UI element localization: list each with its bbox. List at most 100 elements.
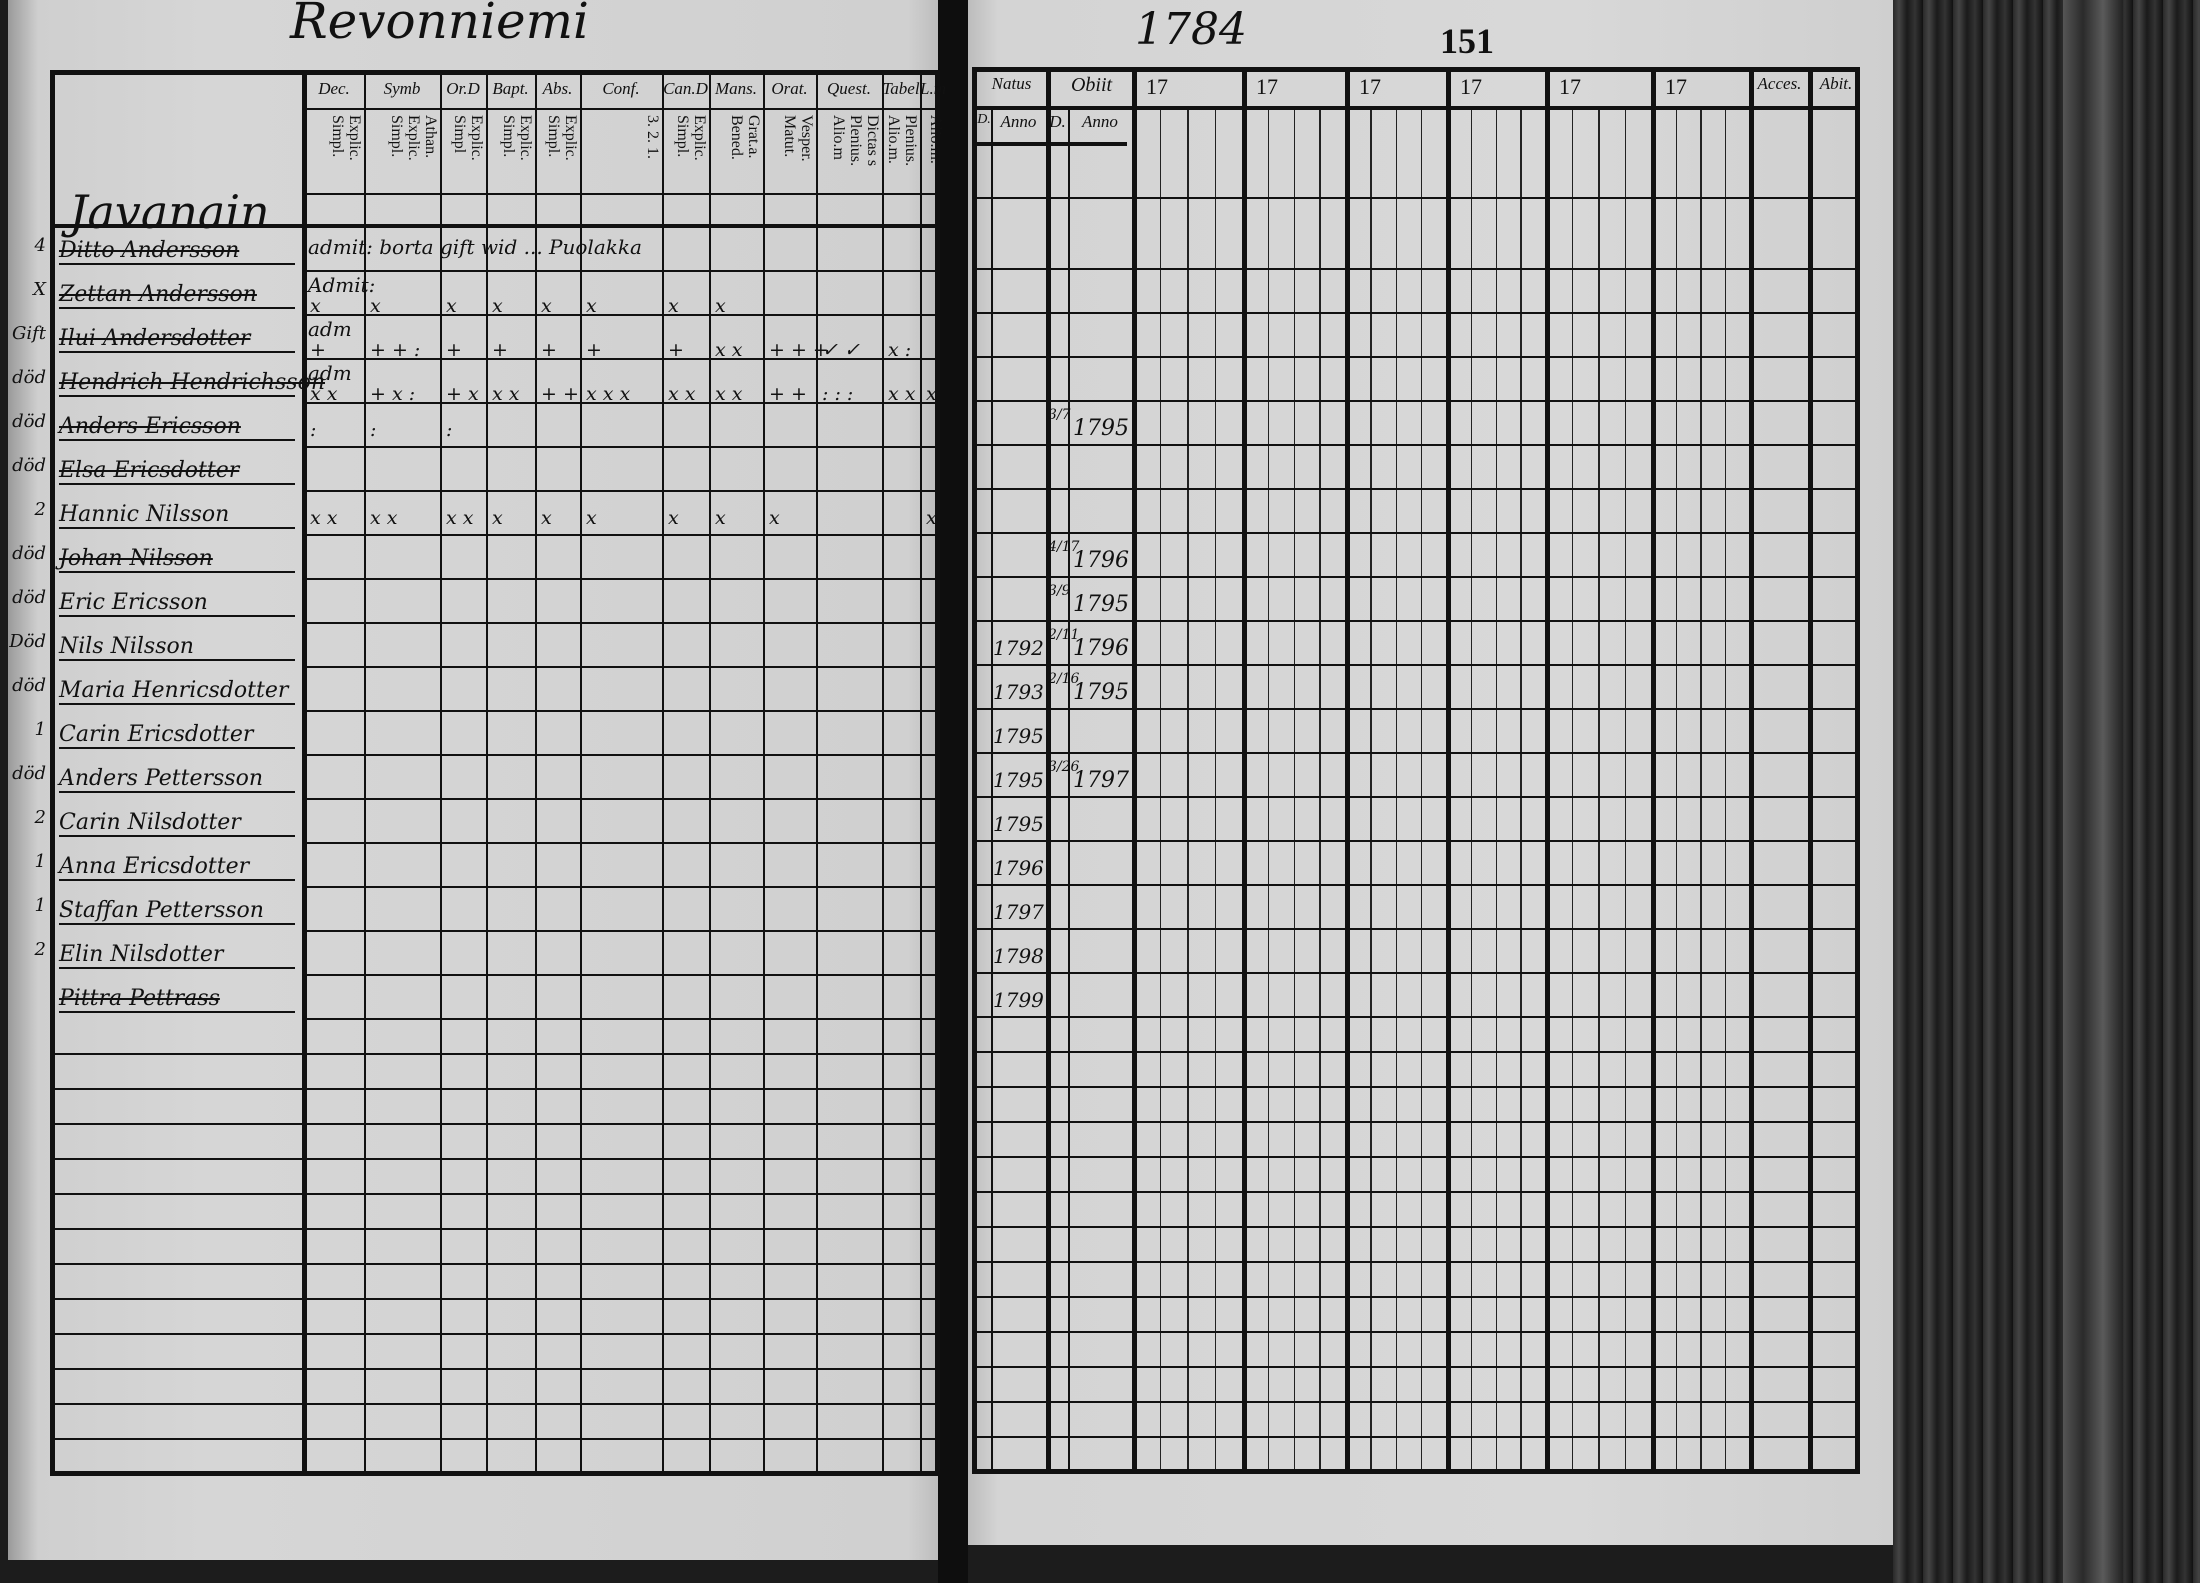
row-rule — [977, 840, 1855, 842]
resident-name: Elin Nilsdotter — [59, 942, 295, 969]
catechism-mark: : — [446, 419, 453, 441]
catechism-mark: x — [926, 507, 937, 529]
resident-name: Elsa Ericsdotter — [59, 458, 295, 485]
header-divider — [304, 108, 935, 110]
catechism-mark: x x — [715, 383, 743, 405]
catechism-mark: x x — [888, 383, 916, 405]
row-rule — [977, 444, 1855, 446]
column-header-natus: Natus — [991, 74, 1032, 93]
column-header-abs: Abs. — [542, 79, 573, 98]
catechism-mark: x — [541, 295, 552, 317]
birth-year: 1793 — [993, 680, 1044, 704]
month-divider — [1293, 110, 1295, 1469]
margin-note: död — [12, 543, 46, 564]
resident-name: Hannic Nilsson — [59, 502, 295, 529]
row-rule — [977, 1366, 1855, 1368]
resident-name: Staffan Pettersson — [59, 898, 295, 925]
catechism-mark: x — [715, 507, 726, 529]
month-divider — [1420, 110, 1423, 1469]
death-day: 2/11 — [1048, 627, 1080, 643]
column-subheader: Plenius. Alio.m. — [885, 115, 919, 167]
admission-note: Admit: — [308, 273, 376, 297]
column-header-year: 17 — [1460, 74, 1482, 99]
row-rule — [304, 666, 935, 668]
row-rule — [977, 1226, 1855, 1228]
margin-note: 4 — [34, 235, 46, 256]
row-rule — [977, 1191, 1855, 1193]
row-rule — [304, 754, 935, 756]
column-header-quest: Quest. — [827, 79, 871, 98]
row-rule — [55, 1193, 935, 1195]
month-divider — [1700, 110, 1702, 1469]
month-divider — [1267, 110, 1270, 1469]
column-subheader: Vesper. Matut. — [781, 115, 815, 162]
column-subheader: 3. 2. 1. — [644, 115, 661, 159]
catechism-mark: x — [586, 295, 597, 317]
catechism-mark: x x x — [586, 383, 631, 405]
subheader-divider — [977, 142, 1127, 146]
row-rule — [977, 1051, 1855, 1053]
column-divider — [364, 75, 366, 1471]
row-rule — [304, 930, 935, 932]
page-number: 151 — [1440, 21, 1494, 61]
column-divider — [662, 75, 664, 1471]
column-subheader: Dictas s Plenius. Alio.m — [830, 115, 881, 167]
catechism-mark: + — [310, 339, 326, 361]
catechism-mark: x — [310, 295, 321, 317]
resident-name: Anders Pettersson — [59, 766, 295, 793]
column-header-ord: Or.D — [446, 79, 480, 98]
birth-year: 1792 — [993, 636, 1044, 660]
catechism-mark: x — [769, 507, 780, 529]
column-subheader: Explic. Simpl. — [545, 115, 579, 161]
resident-name: Carin Nilsdotter — [59, 810, 295, 837]
catechism-mark: x — [446, 295, 457, 317]
row-rule — [304, 622, 935, 624]
resident-name: Pittra Pettrass — [59, 986, 295, 1013]
row-rule — [55, 1088, 935, 1090]
row-rule — [977, 972, 1855, 974]
catechism-mark: + + : — [370, 339, 421, 361]
row-rule — [304, 974, 935, 976]
row-rule — [304, 270, 935, 272]
column-divider — [920, 75, 922, 1471]
catechism-mark: + — [492, 339, 508, 361]
resident-name: Maria Henricsdotter — [59, 678, 295, 705]
margin-note: död — [12, 411, 46, 432]
catechism-mark: x — [668, 507, 679, 529]
margin-note: 2 — [34, 499, 46, 520]
column-divider — [486, 75, 488, 1471]
birth-year: 1795 — [993, 768, 1044, 792]
margin-note: död — [12, 455, 46, 476]
column-header-tabel: Tabel — [882, 79, 920, 98]
catechism-mark: : — [310, 419, 317, 441]
resident-name: Anna Ericsdotter — [59, 854, 295, 881]
margin-note: 2 — [34, 807, 46, 828]
row-rule — [977, 1401, 1855, 1403]
row-rule — [304, 534, 935, 536]
catechism-mark: : — [370, 419, 377, 441]
catechism-mark: x — [586, 507, 597, 529]
catechism-mark: + — [586, 339, 602, 361]
row-rule — [977, 312, 1855, 314]
catechism-mark: x x — [310, 383, 338, 405]
birth-year: 1799 — [993, 988, 1044, 1012]
row-rule — [55, 1403, 935, 1405]
row-rule — [55, 1368, 935, 1370]
column-header-year: 17 — [1559, 74, 1581, 99]
admission-note: adm — [308, 317, 352, 341]
parish-title: Revonniemi — [290, 0, 589, 50]
column-header-obiit: Obiit — [1070, 74, 1113, 96]
column-subheader: Grat.a. Bened. — [728, 115, 762, 160]
death-day: 3/9 — [1048, 583, 1071, 599]
row-rule — [977, 1086, 1855, 1088]
month-divider — [1214, 110, 1216, 1469]
subheader-natus-day: D. — [977, 112, 991, 127]
margin-note: 1 — [34, 851, 46, 872]
death-year: 1796 — [1073, 636, 1129, 661]
catechism-mark: x — [668, 295, 679, 317]
catechism-mark: + — [541, 339, 557, 361]
column-subheader: Alio.m. — [927, 115, 944, 164]
month-divider — [1571, 110, 1573, 1469]
row-rule — [977, 197, 1855, 199]
column-divider — [1345, 72, 1350, 1469]
